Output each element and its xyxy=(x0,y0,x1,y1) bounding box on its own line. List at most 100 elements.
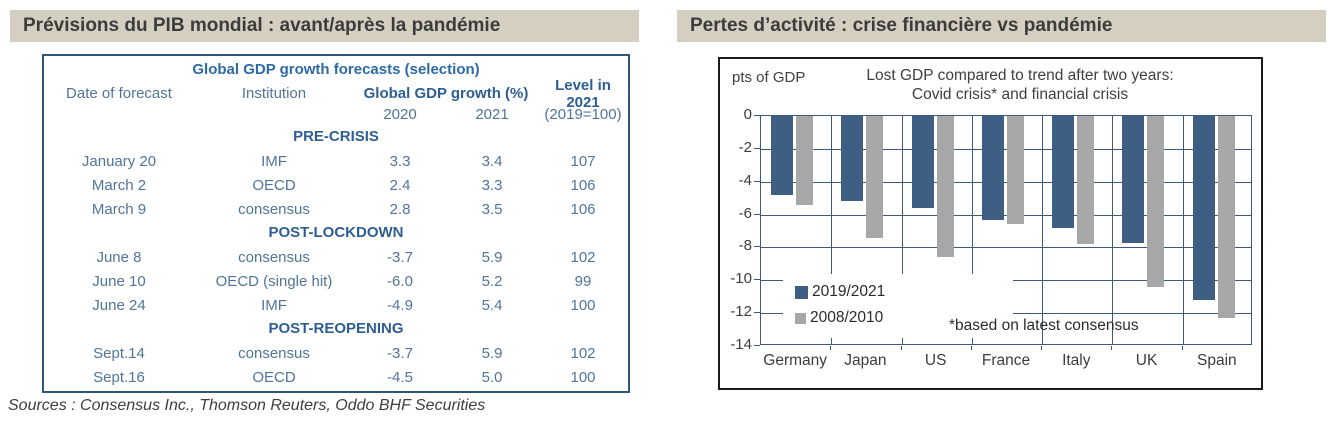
table-header-row: Date of forecast Institution Global GDP … xyxy=(44,77,628,111)
cell-growth-2021: 5.4 xyxy=(481,296,503,314)
cell-date: June 24 xyxy=(92,296,146,314)
cell-growth-2020: -3.7 xyxy=(387,344,413,362)
chart-plot-area: 2019/2021 2008/2010 *based on latest con… xyxy=(760,115,1252,345)
y-tick-mark xyxy=(754,279,760,281)
gridline-horizontal xyxy=(761,148,1251,150)
cell-date: June 8 xyxy=(96,248,142,266)
chart-title: Lost GDP compared to trend after two yea… xyxy=(790,66,1250,104)
cell-growth-2021: 5.0 xyxy=(481,368,503,386)
cell-level-2021: 102 xyxy=(570,344,596,362)
legend-item-2008-2010: 2008/2010 xyxy=(795,305,1013,331)
x-category-label: Spain xyxy=(1197,352,1237,369)
x-category-label: Italy xyxy=(1062,352,1091,369)
y-tick-label: -2 xyxy=(738,138,752,156)
y-tick-mark xyxy=(754,115,760,116)
x-category-label: France xyxy=(981,352,1031,369)
gridline-vertical xyxy=(1112,116,1113,344)
y-tick-mark xyxy=(754,246,760,248)
table-row: June 10 OECD (single hit) -6.0 5.2 99 xyxy=(44,269,628,293)
cell-level-2021: 100 xyxy=(570,368,596,386)
cell-institution: IMF xyxy=(261,152,287,170)
column-header-date: Date of forecast xyxy=(66,85,172,102)
y-tick-label: -4 xyxy=(738,171,752,189)
gdp-forecast-table: Global GDP growth forecasts (selection) … xyxy=(42,54,630,393)
gridline-vertical xyxy=(972,116,973,344)
y-tick-label: 0 xyxy=(743,106,752,123)
y-tick-label: -8 xyxy=(738,237,752,255)
cell-date: Sept.16 xyxy=(93,368,145,386)
bar-2008-2010-italy xyxy=(1077,116,1094,244)
cell-date: March 2 xyxy=(91,176,147,194)
gridline-vertical xyxy=(1183,116,1184,344)
y-tick-label: -6 xyxy=(738,204,752,222)
bar-2008-2010-germany xyxy=(796,116,813,205)
x-category-label: US xyxy=(924,352,947,369)
table-row: March 9 consensus 2.8 3.5 106 xyxy=(44,197,628,221)
bar-2019-2021-uk xyxy=(1122,116,1144,243)
gridline-vertical xyxy=(831,116,832,344)
y-tick-mark xyxy=(754,213,760,215)
gridline-horizontal xyxy=(761,181,1251,183)
bar-2019-2021-spain xyxy=(1193,116,1215,300)
gridline-vertical xyxy=(1042,116,1043,344)
chart-annotation: *based on latest consensus xyxy=(949,317,1139,334)
bar-2008-2010-france xyxy=(1007,116,1024,224)
table-row: January 20 IMF 3.3 3.4 107 xyxy=(44,149,628,173)
gridline-horizontal xyxy=(761,247,1251,249)
cell-date: January 20 xyxy=(81,152,157,170)
table-row: Sept.14 consensus -3.7 5.9 102 xyxy=(44,341,628,365)
table-row: June 24 IMF -4.9 5.4 100 xyxy=(44,293,628,317)
bar-2019-2021-japan xyxy=(841,116,863,201)
cell-growth-2021: 5.9 xyxy=(481,344,503,362)
column-header-institution: Institution xyxy=(241,85,307,102)
bar-2008-2010-spain xyxy=(1218,116,1235,318)
cell-growth-2021: 3.4 xyxy=(481,152,503,170)
gridline-horizontal xyxy=(761,214,1251,216)
x-category-label: UK xyxy=(1135,352,1158,369)
legend-swatch-2008-2010 xyxy=(795,312,806,324)
left-panel-title-bar: Prévisions du PIB mondial : avant/après … xyxy=(10,10,639,42)
table-section-header: PRE-CRISIS xyxy=(293,128,379,145)
y-tick-label: -12 xyxy=(730,303,752,321)
cell-growth-2020: 3.3 xyxy=(389,152,411,170)
x-tick-mark xyxy=(1182,346,1183,350)
x-tick-mark xyxy=(830,346,831,350)
table-subheader-row: 2020 2021 (2019=100) xyxy=(44,104,628,125)
chart-title-line1: Lost GDP compared to trend after two yea… xyxy=(866,67,1174,84)
cell-growth-2021: 3.3 xyxy=(481,176,503,194)
cell-growth-2021: 3.5 xyxy=(481,200,503,218)
x-tick-mark xyxy=(901,346,902,350)
cell-growth-2020: -4.5 xyxy=(387,368,413,386)
cell-institution: consensus xyxy=(238,200,310,218)
cell-level-2021: 99 xyxy=(574,272,592,290)
x-tick-mark xyxy=(971,346,972,350)
column-subheader-2020: 2020 xyxy=(383,106,417,123)
cell-level-2021: 106 xyxy=(570,176,596,194)
cell-growth-2020: -3.7 xyxy=(387,248,413,266)
cell-growth-2020: -6.0 xyxy=(387,272,413,290)
left-panel-title: Prévisions du PIB mondial : avant/après … xyxy=(23,15,501,36)
table-row: March 2 OECD 2.4 3.3 106 xyxy=(44,173,628,197)
bar-2019-2021-us xyxy=(912,116,934,208)
bar-2019-2021-germany xyxy=(771,116,793,195)
bar-2008-2010-uk xyxy=(1147,116,1164,287)
bar-2019-2021-france xyxy=(982,116,1004,220)
y-tick-mark xyxy=(754,147,760,149)
chart-y-axis-unit-label: pts of GDP xyxy=(732,69,806,86)
cell-growth-2020: 2.4 xyxy=(389,176,411,194)
column-header-growth: Global GDP growth (%) xyxy=(363,85,529,102)
right-panel-title-bar: Pertes d’activité : crise financière vs … xyxy=(677,10,1326,42)
cell-date: March 9 xyxy=(91,200,147,218)
column-subheader-level-base: (2019=100) xyxy=(544,106,622,123)
column-header-level: Level in 2021 xyxy=(555,76,611,111)
legend-label-2019-2021: 2019/2021 xyxy=(812,283,886,300)
cell-institution: consensus xyxy=(238,344,310,362)
right-panel-title: Pertes d’activité : crise financière vs … xyxy=(690,15,1113,36)
sources-note: Sources : Consensus Inc., Thomson Reuter… xyxy=(8,397,486,414)
cell-level-2021: 100 xyxy=(570,296,596,314)
y-tick-mark xyxy=(754,345,760,346)
y-tick-label: -10 xyxy=(730,270,752,288)
gridline-vertical xyxy=(902,116,903,344)
cell-growth-2021: 5.2 xyxy=(481,272,503,290)
x-category-label: Japan xyxy=(844,352,887,369)
